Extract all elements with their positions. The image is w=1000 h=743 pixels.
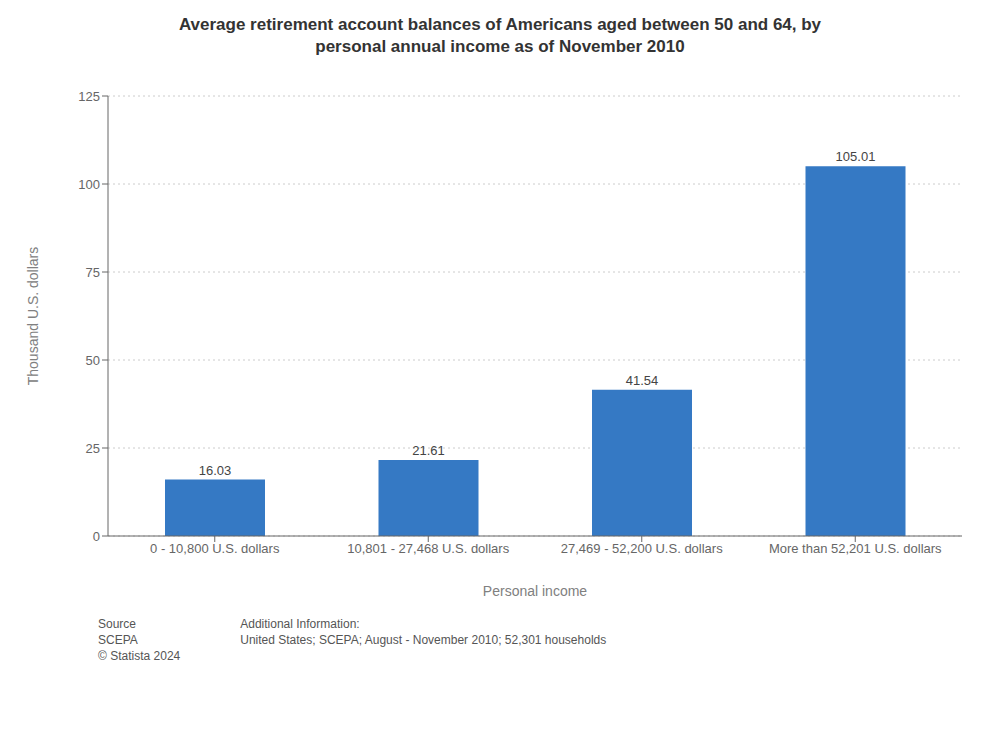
svg-text:More than 52,201 U.S. dollars: More than 52,201 U.S. dollars (769, 541, 942, 556)
svg-text:50: 50 (86, 353, 100, 368)
svg-text:10,801 - 27,468 U.S. dollars: 10,801 - 27,468 U.S. dollars (347, 541, 509, 556)
svg-text:21.61: 21.61 (412, 443, 445, 458)
svg-text:16.03: 16.03 (199, 463, 232, 478)
svg-text:105.01: 105.01 (836, 149, 876, 164)
html-text:personal annual income as of N: personal annual income as of November 20… (315, 37, 685, 56)
svg-text:0: 0 (93, 529, 100, 544)
svg-text:0 - 10,800 U.S. dollars: 0 - 10,800 U.S. dollars (150, 541, 280, 556)
svg-text:25: 25 (86, 441, 100, 456)
svg-text:41.54: 41.54 (626, 373, 659, 388)
svg-text:100: 100 (78, 177, 100, 192)
svg-text:Thousand U.S. dollars: Thousand U.S. dollars (25, 247, 41, 386)
svg-text:27,469 - 52,200 U.S. dollars: 27,469 - 52,200 U.S. dollars (561, 541, 723, 556)
svg-text:Personal income: Personal income (483, 583, 587, 599)
svg-text:75: 75 (86, 265, 100, 280)
html-text:Additional Information: United: Additional Information: United States; S… (240, 617, 607, 647)
html-text:Source SCEPA © Statista 2024: Source SCEPA © Statista 2024 (98, 617, 181, 663)
svg-text:125: 125 (78, 89, 100, 104)
html-text:Average retirement account bal: Average retirement account balances of A… (178, 15, 822, 34)
